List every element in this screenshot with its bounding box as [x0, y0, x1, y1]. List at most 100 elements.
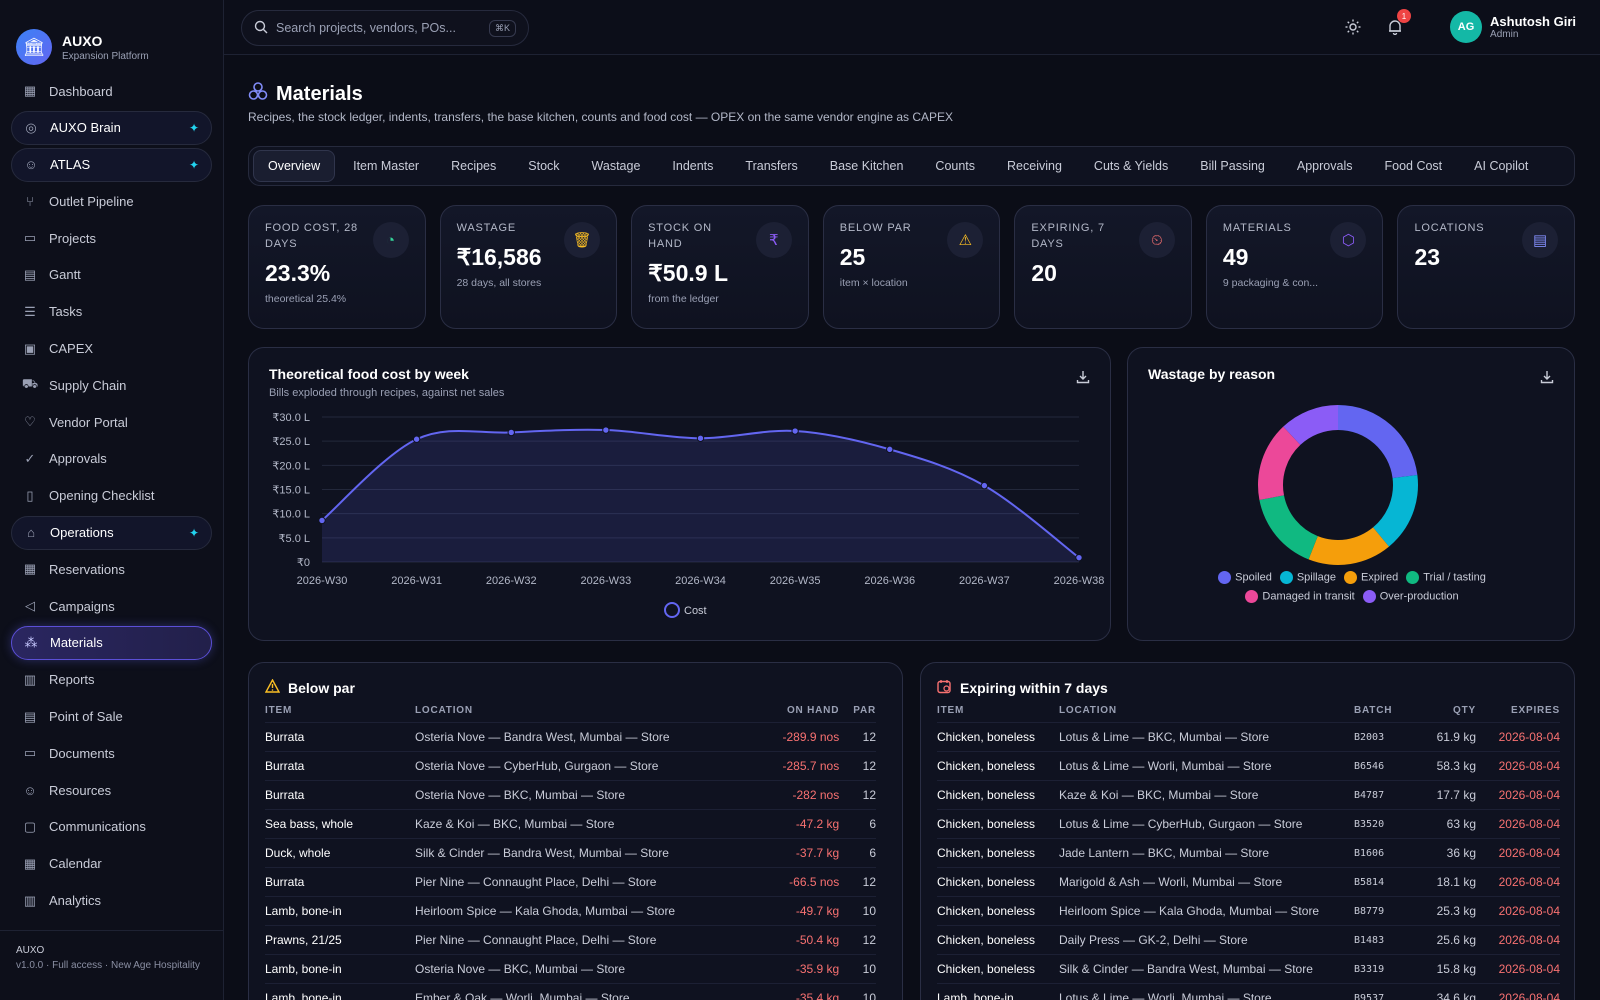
sidebar-item-materials[interactable]: ⁂ Materials	[11, 625, 212, 660]
search-input[interactable]: Search projects, vendors, POs...	[276, 21, 456, 35]
sidebar-item-reports[interactable]: ▥ Reports	[11, 663, 212, 697]
tab-indents[interactable]: Indents	[672, 159, 714, 173]
people-icon: ☺	[23, 782, 37, 798]
table-cell: Chicken, boneless	[937, 896, 1059, 926]
table-row[interactable]: Burrata Pier Nine — Connaught Place, Delh…	[265, 867, 876, 897]
tab-receiving[interactable]: Receiving	[1007, 159, 1062, 173]
tab-bill-passing[interactable]: Bill Passing	[1200, 159, 1265, 173]
table-row[interactable]: Burrata Osteria Nove — BKC, Mumbai — Stor…	[265, 780, 876, 810]
sidebar-item-gantt[interactable]: ▤ Gantt	[11, 258, 212, 292]
tab-food-cost[interactable]: Food Cost	[1384, 159, 1443, 173]
sidebar-item-tasks[interactable]: ☰ Tasks	[11, 295, 212, 329]
table-row[interactable]: Lamb, bone-in Lotus & Lime — Worli, Mumba…	[937, 983, 1560, 1000]
donut-slice[interactable]	[1308, 527, 1389, 565]
donut-slice[interactable]	[1259, 495, 1318, 560]
brand[interactable]: 🏛 AUXO Expansion Platform	[0, 0, 223, 74]
sidebar-item-reservations[interactable]: ▦ Reservations	[11, 552, 212, 586]
tab-item-master[interactable]: Item Master	[353, 159, 420, 173]
table-cell: 2026-08-04	[1476, 896, 1560, 926]
sidebar-item-atlas[interactable]: ☺ ATLAS ✦	[11, 147, 212, 182]
table-cell: Lamb, bone-in	[265, 954, 415, 984]
table-row[interactable]: Lamb, bone-in Ember & Oak — Worli, Mumbai…	[265, 983, 876, 1000]
donut-slice[interactable]	[1283, 405, 1338, 445]
tab-wastage[interactable]: Wastage	[591, 159, 641, 173]
tab-recipes[interactable]: Recipes	[451, 159, 497, 173]
sidebar-item-analytics[interactable]: ▥ Analytics	[11, 884, 212, 918]
table-row[interactable]: Chicken, boneless Lotus & Lime — BKC, Mum…	[937, 722, 1560, 752]
search-icon	[254, 20, 268, 37]
table-row[interactable]: Chicken, boneless Lotus & Lime — CyberHub…	[937, 809, 1560, 839]
sidebar-item-dashboard[interactable]: ▦ Dashboard	[11, 74, 212, 108]
data-point[interactable]	[602, 426, 610, 434]
table-row[interactable]: Duck, whole Silk & Cinder — Bandra West, …	[265, 838, 876, 868]
sidebar-item-capex[interactable]: ▣ CAPEX	[11, 332, 212, 366]
legend-item[interactable]: Over-production	[1362, 590, 1459, 603]
theme-toggle-sun-icon[interactable]	[1343, 17, 1363, 37]
notification-bell-icon[interactable]: 1	[1385, 9, 1411, 37]
tab-ai-copilot[interactable]: AI Copilot	[1474, 159, 1529, 173]
sidebar-item-projects[interactable]: ▭ Projects	[11, 221, 212, 255]
tab-stock[interactable]: Stock	[528, 159, 560, 173]
x-tick-label: 2026-W31	[391, 575, 442, 587]
table-cell: Lotus & Lime — Worli, Mumbai — Store	[1059, 751, 1354, 781]
sidebar-item-resources[interactable]: ☺ Resources	[11, 773, 212, 807]
table-cell: Chicken, boneless	[937, 925, 1059, 955]
table-row[interactable]: Chicken, boneless Kaze & Koi — BKC, Mumba…	[937, 780, 1560, 810]
table-row[interactable]: Chicken, boneless Marigold & Ash — Worli,…	[937, 867, 1560, 897]
sidebar-item-documents[interactable]: ▭ Documents	[11, 736, 212, 770]
table-row[interactable]: Burrata Osteria Nove — CyberHub, Gurgaon …	[265, 751, 876, 781]
table-row[interactable]: Chicken, boneless Daily Press — GK-2, Del…	[937, 925, 1560, 955]
sidebar-item-vendor-portal[interactable]: ♡ Vendor Portal	[11, 405, 212, 439]
table-row[interactable]: Chicken, boneless Jade Lantern — BKC, Mum…	[937, 838, 1560, 868]
legend-item[interactable]: Trial / tasting	[1406, 571, 1486, 584]
trash-icon: 🗑	[564, 222, 601, 258]
data-point[interactable]	[507, 428, 515, 437]
table-row[interactable]: Chicken, boneless Silk & Cinder — Bandra …	[937, 954, 1560, 984]
calendar-alert-icon: ⏲	[1138, 222, 1175, 258]
donut-slice[interactable]	[1373, 474, 1418, 547]
table-row[interactable]: Chicken, boneless Lotus & Lime — Worli, M…	[937, 751, 1560, 781]
table-row[interactable]: Burrata Osteria Nove — Bandra West, Mumba…	[265, 722, 876, 752]
sidebar-item-approvals[interactable]: ✓ Approvals	[11, 442, 212, 476]
sidebar-item-opening-checklist[interactable]: ▯ Opening Checklist	[11, 479, 212, 513]
table-row[interactable]: Chicken, boneless Heirloom Spice — Kala G…	[937, 896, 1560, 926]
table-row[interactable]: Prawns, 21/25 Pier Nine — Connaught Place…	[265, 925, 876, 955]
table-row[interactable]: Lamb, bone-in Heirloom Spice — Kala Ghoda…	[265, 896, 876, 926]
table-cell: Burrata	[265, 780, 415, 810]
sidebar-item-campaigns[interactable]: ◁ Campaigns	[11, 589, 212, 623]
legend-label: Trial / tasting	[1423, 571, 1486, 584]
data-point[interactable]	[791, 427, 799, 435]
legend-item[interactable]: Expired	[1343, 571, 1398, 584]
sidebar-item-point-of-sale[interactable]: ▤ Point of Sale	[11, 700, 212, 734]
legend-item[interactable]: Spillage	[1279, 571, 1336, 584]
legend-marker[interactable]	[664, 602, 680, 618]
tab-transfers[interactable]: Transfers	[745, 159, 798, 173]
tab-cuts-yields[interactable]: Cuts & Yields	[1093, 159, 1169, 173]
legend-item[interactable]: Damaged in transit	[1245, 590, 1355, 603]
download-icon[interactable]	[1076, 370, 1090, 387]
download-icon[interactable]	[1540, 370, 1554, 387]
donut-slice[interactable]	[1338, 405, 1418, 479]
tab-counts[interactable]: Counts	[935, 159, 976, 173]
sidebar-item-operations[interactable]: ⌂ Operations ✦	[11, 515, 212, 550]
tab-approvals[interactable]: Approvals	[1296, 159, 1353, 173]
data-point[interactable]	[1075, 553, 1083, 562]
sidebar-item-calendar[interactable]: ▦ Calendar	[11, 847, 212, 881]
data-point[interactable]	[886, 445, 894, 454]
data-point[interactable]	[318, 516, 326, 525]
tab-overview[interactable]: Overview	[253, 150, 336, 182]
data-point[interactable]	[412, 435, 421, 443]
sidebar-item-supply-chain[interactable]: ⛟ Supply Chain	[11, 368, 212, 402]
table-row[interactable]: Sea bass, whole Kaze & Koi — BKC, Mumbai …	[265, 809, 876, 839]
sidebar-item-communications[interactable]: ▢ Communications	[11, 810, 212, 844]
sidebar-item-outlet-pipeline[interactable]: ⑂ Outlet Pipeline	[11, 184, 212, 218]
user-menu[interactable]: AG Ashutosh Giri Admin	[1450, 11, 1576, 43]
data-point[interactable]	[980, 481, 989, 490]
data-point[interactable]	[696, 434, 705, 442]
sidebar-item-auxo-brain[interactable]: ◎ AUXO Brain ✦	[11, 110, 212, 145]
legend-item[interactable]: Spoiled	[1218, 571, 1272, 584]
donut-slice[interactable]	[1258, 426, 1301, 500]
tab-base-kitchen[interactable]: Base Kitchen	[829, 159, 904, 173]
table-row[interactable]: Lamb, bone-in Osteria Nove — BKC, Mumbai …	[265, 954, 876, 984]
search-bar[interactable]: Search projects, vendors, POs... ⌘K	[241, 10, 529, 46]
